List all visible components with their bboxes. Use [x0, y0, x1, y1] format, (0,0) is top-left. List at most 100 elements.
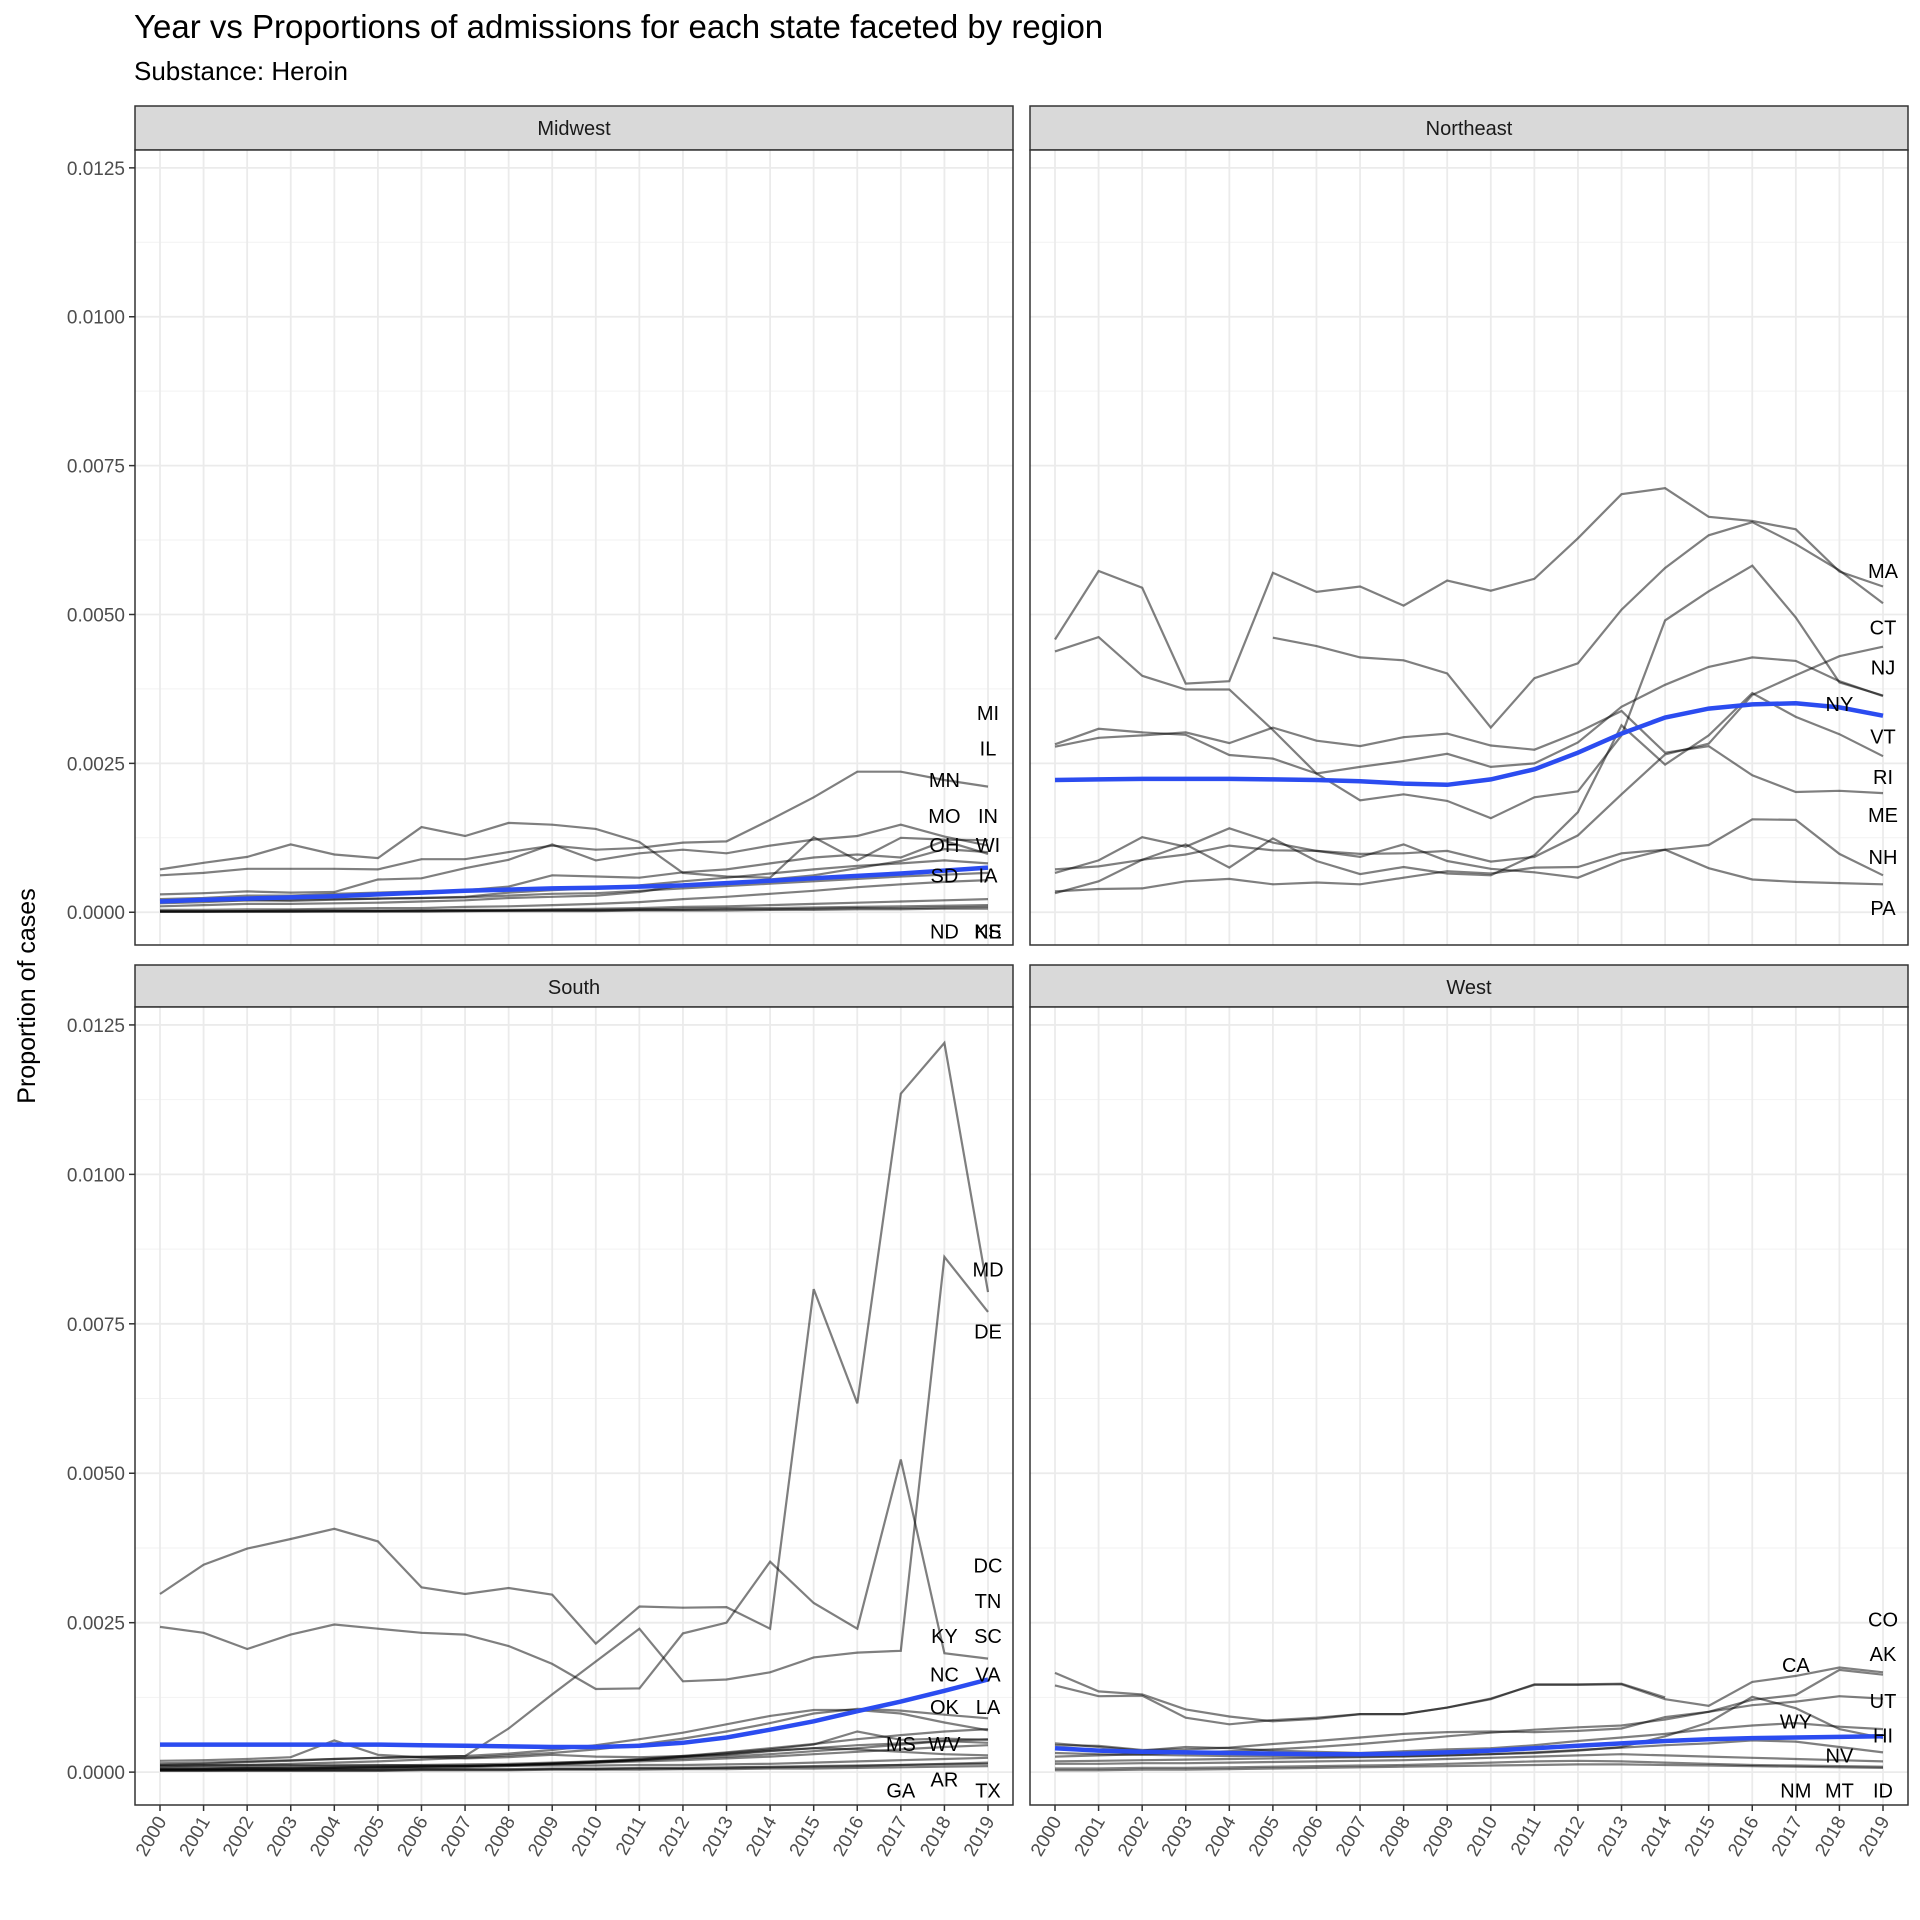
state-label-ar: AR: [931, 1769, 959, 1791]
state-label-de: DE: [974, 1322, 1002, 1344]
series-line-in: [159, 847, 989, 908]
x-tick-label: 2011: [612, 1813, 651, 1859]
series-line-ct: [1054, 564, 1884, 820]
x-tick-label: 2005: [350, 1813, 389, 1860]
state-label-tn: TN: [975, 1591, 1002, 1613]
series-line-vt: [1054, 691, 1884, 895]
series-line-tx: [160, 1765, 989, 1772]
series-line-mi: [159, 821, 989, 879]
state-label-nv: NV: [1826, 1745, 1854, 1767]
x-tick-label: 2017: [873, 1813, 912, 1860]
series-line-mn: [159, 823, 989, 896]
panel-border: [134, 149, 1014, 946]
x-tick-label: 2007: [437, 1813, 476, 1860]
y-tick-label: 0.0125: [67, 1016, 125, 1037]
series-line-nd: [160, 907, 988, 913]
x-tick-label: 2016: [1724, 1813, 1763, 1860]
state-label-in: IN: [978, 806, 998, 828]
x-tick-label: 2009: [1419, 1813, 1458, 1860]
series-line-ia: [160, 879, 989, 911]
state-label-ut: UT: [1870, 1691, 1897, 1713]
state-label-ks: KS: [975, 921, 1002, 943]
series-line-ga: [160, 1762, 989, 1771]
facet-strip: [1029, 105, 1909, 151]
state-label-md: MD: [972, 1259, 1003, 1281]
series-line-mt: [1055, 1759, 1884, 1770]
y-axis-label: Proportion of cases: [13, 888, 41, 1103]
x-tick-label: 2008: [1376, 1813, 1415, 1860]
series-line-wi: [159, 871, 989, 903]
state-label-il: IL: [980, 738, 997, 760]
panel-background: [1030, 1007, 1908, 1805]
state-label-mt: MT: [1825, 1781, 1854, 1803]
x-tick-label: 2003: [1158, 1813, 1197, 1860]
x-tick-label: 2006: [1288, 1813, 1327, 1860]
panel-border: [134, 1006, 1014, 1806]
state-label-ky: KY: [931, 1626, 958, 1648]
smooth-trend-line: [1054, 700, 1884, 788]
state-label-ia: IA: [979, 865, 999, 887]
state-label-ga: GA: [886, 1781, 916, 1803]
state-label-sd: SD: [931, 865, 959, 887]
series-line-ak: [1054, 1666, 1884, 1726]
x-tick-label: 2017: [1768, 1813, 1807, 1860]
panel-background: [135, 1007, 1013, 1805]
series-line-dc: [159, 1459, 989, 1691]
panel-border: [1029, 1006, 1909, 1806]
series-line-hi: [1054, 1721, 1884, 1755]
state-label-dc: DC: [974, 1555, 1003, 1577]
x-tick-label: 2002: [219, 1813, 258, 1860]
state-label-ma: MA: [1868, 561, 1899, 583]
series-line-id: [1055, 1763, 1884, 1772]
x-tick-label: 2000: [132, 1813, 171, 1860]
x-tick-label: 2005: [1245, 1813, 1284, 1860]
state-label-wy: WY: [1780, 1711, 1812, 1733]
series-line-ma: [1054, 487, 1884, 685]
x-tick-label: 2004: [1201, 1813, 1241, 1860]
y-tick-label: 0.0125: [67, 159, 125, 180]
x-tick-label: 2001: [176, 1813, 215, 1860]
facet-strip: [134, 964, 1014, 1008]
x-tick-label: 2008: [481, 1813, 520, 1860]
facet-strip-label: South: [548, 977, 600, 999]
state-label-hi: HI: [1873, 1726, 1893, 1748]
y-tick-label: 0.0000: [67, 903, 125, 924]
x-tick-label: 2004: [306, 1813, 346, 1860]
series-line-va: [159, 1738, 989, 1762]
y-tick-label: 0.0025: [67, 754, 125, 775]
state-label-ct: CT: [1870, 618, 1897, 640]
x-tick-label: 2014: [742, 1813, 782, 1860]
state-label-id: ID: [1873, 1781, 1893, 1803]
x-tick-label: 2019: [1855, 1813, 1894, 1860]
y-tick-label: 0.0050: [67, 1464, 125, 1485]
state-label-oh: OH: [929, 835, 959, 857]
state-label-ri: RI: [1873, 767, 1893, 789]
state-label-ok: OK: [930, 1697, 960, 1719]
state-label-sc: SC: [974, 1626, 1002, 1648]
chart-subtitle: Substance: Heroin: [134, 56, 348, 86]
series-line-ri: [1054, 709, 1884, 795]
x-tick-label: 2012: [655, 1813, 694, 1860]
x-tick-label: 2002: [1114, 1813, 1153, 1860]
state-label-ca: CA: [1782, 1655, 1810, 1677]
series-line-nh: [1054, 818, 1884, 893]
series-line-nv: [1054, 1739, 1884, 1758]
series-line-il: [159, 770, 989, 877]
series-line-ms: [160, 1756, 989, 1767]
state-label-wi: WI: [976, 835, 1000, 857]
state-label-mn: MN: [929, 770, 960, 792]
x-tick-label: 2000: [1027, 1813, 1066, 1860]
chart-title: Year vs Proportions of admissions for ea…: [134, 8, 1104, 45]
state-label-nj: NJ: [1871, 657, 1895, 679]
state-label-ne: NE: [974, 921, 1002, 943]
x-tick-label: 2012: [1550, 1813, 1589, 1860]
facet-northeast: Northeast MA CT NJ NY VT RI ME NH PA: [1029, 105, 1909, 946]
y-tick-label: 0.0025: [67, 1614, 125, 1635]
series-line-md: [159, 1040, 990, 1646]
x-tick-label: 2013: [1594, 1813, 1633, 1860]
x-tick-label: 2019: [960, 1813, 999, 1860]
x-tick-label: 2009: [524, 1813, 563, 1860]
facet-strip-label: Midwest: [537, 118, 611, 140]
x-tick-label: 2003: [263, 1813, 302, 1860]
